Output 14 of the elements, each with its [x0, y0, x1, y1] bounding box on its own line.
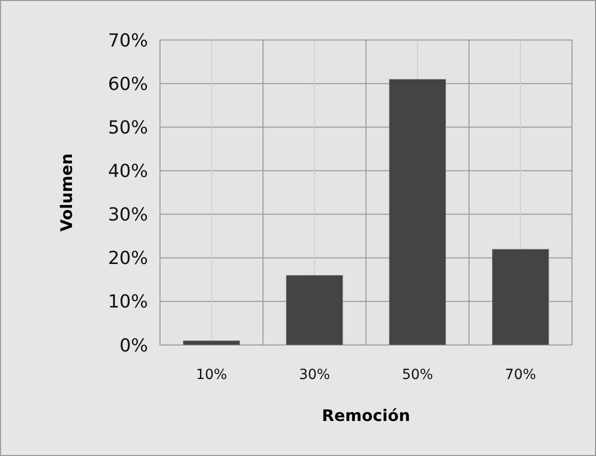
y-tick-label: 40%	[108, 161, 148, 182]
y-axis-title: Volumen	[57, 153, 76, 232]
x-tick-label: 70%	[504, 367, 536, 383]
y-tick-label: 30%	[108, 204, 148, 226]
y-tick-label: 10%	[108, 292, 148, 313]
x-axis-title: Remoción	[322, 406, 410, 425]
x-tick-label: 10%	[196, 367, 228, 383]
y-tick-label: 0%	[119, 335, 148, 356]
x-tick-label: 50%	[402, 367, 434, 383]
x-tick-label: 30%	[298, 367, 330, 383]
y-tick-label: 70%	[108, 30, 148, 52]
y-tick-label: 60%	[108, 74, 148, 95]
y-tick-label: 20%	[108, 248, 148, 270]
y-tick-label: 50%	[108, 117, 148, 138]
